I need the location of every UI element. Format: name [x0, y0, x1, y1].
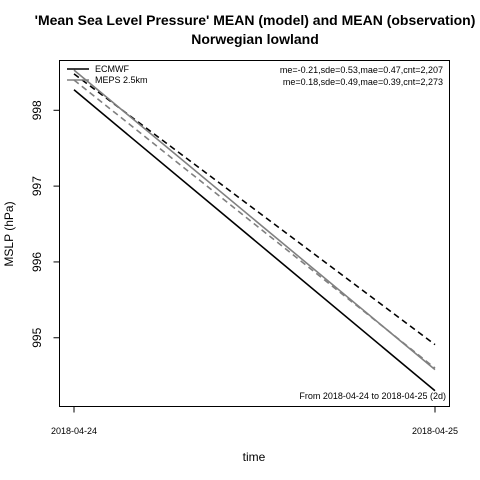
- x-axis: 2018-04-24 2018-04-25: [51, 406, 458, 436]
- y-tick-label: 998: [30, 100, 44, 120]
- legend-label-meps-2-5km: MEPS 2.5km: [95, 75, 148, 85]
- stats-line-1: me=-0.21,sde=0.53,mae=0.47,cnt=2,207: [280, 65, 443, 75]
- series-line-meps-2-5km-observation: [73, 79, 436, 369]
- chart-title-line2: Norwegian lowland: [191, 31, 319, 47]
- x-tick-label: 2018-04-25: [412, 426, 458, 436]
- chart-title-line1: 'Mean Sea Level Pressure' MEAN (model) a…: [34, 12, 476, 28]
- y-tick-label: 996: [30, 252, 44, 272]
- y-tick-label: 995: [30, 327, 44, 347]
- y-axis: 995 996 997 998: [30, 100, 60, 348]
- stats-line-2: me=0.18,sde=0.49,mae=0.39,cnt=2,273: [283, 77, 443, 87]
- series-line-ecmwf-model: [73, 89, 436, 392]
- y-axis-label: MSLP (hPa): [2, 201, 16, 266]
- x-axis-label: time: [243, 450, 266, 464]
- y-tick-label: 997: [30, 176, 44, 196]
- series-lines: [73, 69, 436, 392]
- legend-label-ecmwf: ECMWF: [95, 64, 129, 74]
- x-tick-label: 2018-04-24: [51, 426, 97, 436]
- period-note: From 2018-04-24 to 2018-04-25 (2d): [299, 391, 446, 401]
